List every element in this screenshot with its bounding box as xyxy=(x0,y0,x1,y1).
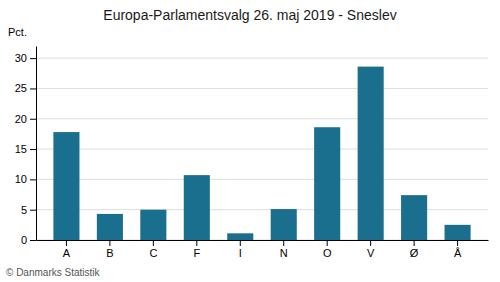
y-tick: 5 xyxy=(21,204,36,216)
bar xyxy=(358,67,384,240)
x-tick-mark xyxy=(327,240,328,246)
y-tick-label: 15 xyxy=(15,143,27,155)
grid-line xyxy=(36,118,488,119)
x-axis-line xyxy=(37,240,489,241)
y-tick: 20 xyxy=(15,113,36,125)
grid-line xyxy=(36,88,488,89)
bar xyxy=(184,175,210,240)
y-tick-mark xyxy=(30,149,36,150)
x-tick: A xyxy=(63,240,71,259)
x-tick-mark xyxy=(109,240,110,246)
y-tick: 10 xyxy=(15,173,36,185)
x-tick-mark xyxy=(414,240,415,246)
x-tick-label: B xyxy=(106,247,113,259)
grid-line xyxy=(36,179,488,180)
x-tick-mark xyxy=(283,240,284,246)
bar xyxy=(97,214,123,240)
x-tick-mark xyxy=(196,240,197,246)
y-tick-mark xyxy=(30,88,36,89)
x-tick: B xyxy=(106,240,113,259)
grid xyxy=(36,58,488,240)
x-tick: C xyxy=(149,240,157,259)
y-tick: 25 xyxy=(15,82,36,94)
y-tick: 15 xyxy=(15,143,36,155)
x-tick-label: C xyxy=(149,247,157,259)
x-axis: ABCFINOVØÅ xyxy=(37,240,489,259)
bar xyxy=(445,225,471,240)
x-tick: N xyxy=(280,240,288,259)
y-tick-mark xyxy=(30,119,36,120)
x-tick-label: A xyxy=(63,247,71,259)
y-tick-mark xyxy=(30,179,36,180)
bar xyxy=(401,195,427,240)
x-tick-mark xyxy=(153,240,154,246)
x-tick-mark xyxy=(370,240,371,246)
y-tick-label: 10 xyxy=(15,173,27,185)
y-axis: 0 5 10 15 20 25 30 xyxy=(15,47,37,247)
plot-area: A B C F I N O V Ø Å 0 5 10 15 20 25 30 xyxy=(15,47,489,259)
chart-svg: Europa-Parlamentsvalg 26. maj 2019 - Sne… xyxy=(0,0,500,282)
y-tick: 0 xyxy=(21,234,36,246)
y-tick-label: 5 xyxy=(21,204,27,216)
y-tick: 30 xyxy=(15,52,36,64)
bar xyxy=(140,210,166,240)
x-tick-label: N xyxy=(280,247,288,259)
x-tick-label: I xyxy=(239,247,242,259)
title: Europa-Parlamentsvalg 26. maj 2019 - Sne… xyxy=(103,7,396,23)
y-tick-mark xyxy=(30,210,36,211)
x-tick: F xyxy=(193,240,200,259)
y-tick-label: 30 xyxy=(15,52,27,64)
bars xyxy=(53,67,470,240)
x-tick-mark xyxy=(457,240,458,246)
bar xyxy=(227,233,253,240)
x-tick-label: F xyxy=(193,247,200,259)
y-axis-line xyxy=(36,47,37,241)
x-tick: O xyxy=(323,240,332,259)
x-tick: Å xyxy=(454,240,462,259)
y-label: Pct. xyxy=(8,26,27,38)
y-tick-mark xyxy=(30,58,36,59)
y-tick-label: 25 xyxy=(15,82,27,94)
x-tick-label: Ø xyxy=(410,247,419,259)
x-tick: Ø xyxy=(410,240,419,259)
bar xyxy=(53,132,79,240)
bar xyxy=(314,127,340,240)
y-tick-label: 20 xyxy=(15,113,27,125)
y-tick-mark xyxy=(30,240,36,241)
x-tick-label: Å xyxy=(454,247,462,259)
bar xyxy=(271,209,297,240)
chart-container: Europa-Parlamentsvalg 26. maj 2019 - Sne… xyxy=(0,0,500,282)
x-tick: I xyxy=(239,240,242,259)
x-tick-label: O xyxy=(323,247,332,259)
grid-line xyxy=(36,58,488,59)
grid-line xyxy=(36,149,488,150)
footer: © Danmarks Statistik xyxy=(6,267,101,278)
x-tick-label: V xyxy=(367,247,375,259)
x-tick: V xyxy=(367,240,375,259)
x-tick-mark xyxy=(240,240,241,246)
y-tick-label: 0 xyxy=(21,234,27,246)
x-tick-mark xyxy=(66,240,67,246)
